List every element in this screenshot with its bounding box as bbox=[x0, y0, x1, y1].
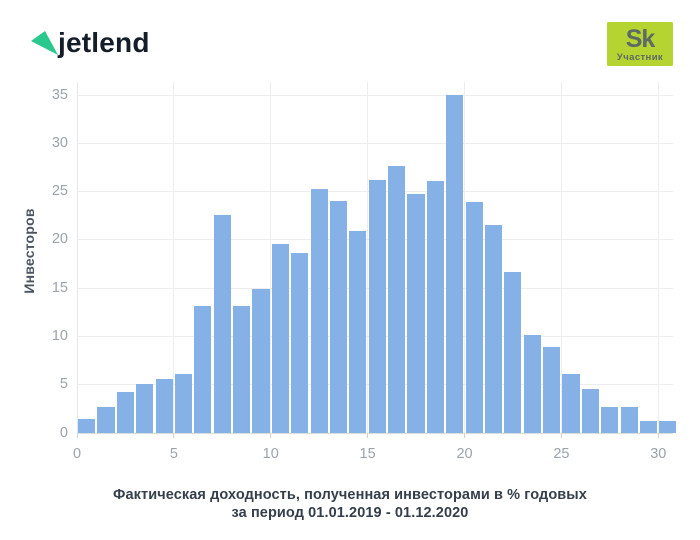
x-axis-caption: Фактическая доходность, полученная инвес… bbox=[10, 486, 690, 522]
x-tick-label: 25 bbox=[553, 446, 570, 462]
histogram-bar bbox=[601, 406, 619, 433]
histogram-bar bbox=[639, 421, 658, 433]
histogram-bar bbox=[136, 383, 154, 433]
y-tick-label: 0 bbox=[59, 424, 68, 441]
histogram-bar bbox=[581, 388, 599, 433]
histogram-bar bbox=[252, 289, 270, 433]
histogram-bar bbox=[446, 95, 464, 433]
x-tick-label: 10 bbox=[262, 446, 279, 462]
x-gridline bbox=[464, 82, 466, 433]
histogram-bar bbox=[368, 180, 386, 433]
caption-line-1: Фактическая доходность, полученная инвес… bbox=[113, 487, 587, 503]
y-tick-label: 20 bbox=[51, 231, 68, 248]
y-tick-label: 30 bbox=[51, 134, 68, 151]
histogram-bar bbox=[523, 335, 541, 433]
y-tick-label: 15 bbox=[51, 279, 68, 296]
y-gridline bbox=[77, 94, 673, 96]
histogram-bar bbox=[329, 201, 348, 433]
x-tick-label: 15 bbox=[359, 446, 376, 462]
x-tick-label: 0 bbox=[72, 446, 82, 462]
jetlend-logo-text: jetlend bbox=[58, 27, 150, 58]
sk-badge-logo-text: Sk bbox=[625, 24, 656, 53]
x-tick-label: 30 bbox=[650, 446, 667, 462]
histogram-bar bbox=[562, 374, 580, 433]
histogram-bar bbox=[659, 421, 677, 433]
histogram-bar bbox=[271, 243, 289, 433]
y-tick-label: 35 bbox=[51, 86, 68, 103]
histogram-bar bbox=[291, 253, 309, 433]
x-gridline bbox=[367, 82, 369, 433]
x-gridline bbox=[270, 82, 272, 433]
histogram-bar bbox=[484, 225, 503, 433]
x-tick-mark bbox=[173, 433, 175, 438]
jetlend-triangle-icon bbox=[31, 31, 58, 55]
histogram-bar bbox=[388, 166, 406, 433]
skolkovo-badge: Sk Участник bbox=[607, 22, 673, 66]
histogram-bar bbox=[504, 271, 522, 433]
sk-badge-member-label: Участник bbox=[616, 51, 664, 63]
histogram-bar bbox=[426, 180, 444, 433]
x-gridline bbox=[173, 82, 175, 433]
y-axis-line bbox=[76, 82, 78, 433]
histogram-bar bbox=[194, 305, 212, 433]
histogram-bar bbox=[407, 193, 425, 433]
x-tick-label: 20 bbox=[456, 446, 473, 462]
histogram-bar bbox=[78, 418, 96, 433]
histogram-bar bbox=[620, 406, 638, 433]
histogram-bar bbox=[213, 214, 231, 433]
x-gridline bbox=[560, 82, 562, 433]
x-tick-mark bbox=[76, 433, 78, 438]
x-tick-mark bbox=[367, 433, 369, 438]
jetlend-logo: jetlend bbox=[28, 27, 150, 59]
y-tick-label: 10 bbox=[51, 327, 68, 344]
histogram-bar bbox=[349, 231, 367, 433]
histogram-bar bbox=[174, 374, 193, 433]
caption-line-2: за период 01.01.2019 - 01.12.2020 bbox=[231, 505, 469, 521]
y-tick-label: 5 bbox=[59, 376, 68, 393]
x-tick-mark bbox=[270, 433, 272, 438]
x-gridline bbox=[657, 82, 659, 433]
x-axis-line bbox=[77, 433, 673, 434]
histogram-bar bbox=[116, 392, 134, 433]
x-tick-label: 5 bbox=[169, 446, 178, 462]
y-tick-label: 25 bbox=[51, 183, 68, 200]
x-tick-mark bbox=[464, 433, 466, 438]
histogram-bar bbox=[97, 406, 115, 433]
histogram-bar bbox=[310, 188, 328, 433]
histogram-bar bbox=[233, 305, 251, 433]
histogram-bar bbox=[543, 347, 561, 433]
x-tick-mark bbox=[560, 433, 562, 438]
histogram-bar bbox=[465, 202, 483, 433]
y-gridline bbox=[77, 142, 673, 144]
x-tick-mark bbox=[657, 433, 659, 438]
histogram-bar bbox=[155, 378, 173, 433]
y-axis-title: Инвесторов bbox=[21, 208, 37, 294]
